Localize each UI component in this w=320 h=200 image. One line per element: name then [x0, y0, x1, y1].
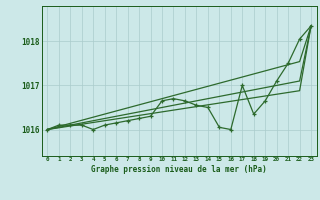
X-axis label: Graphe pression niveau de la mer (hPa): Graphe pression niveau de la mer (hPa) [91, 165, 267, 174]
